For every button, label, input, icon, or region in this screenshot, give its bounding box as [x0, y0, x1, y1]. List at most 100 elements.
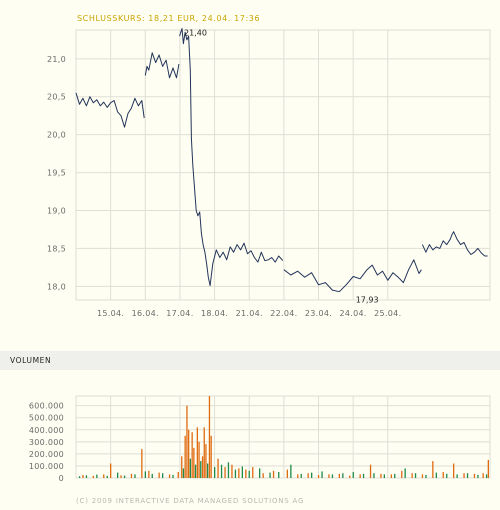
volume-bar	[321, 471, 323, 478]
volume-bar	[85, 475, 88, 478]
volume-bar	[259, 468, 261, 478]
volume-bar	[234, 469, 237, 478]
volume-bar	[286, 469, 288, 478]
volume-bar	[201, 456, 204, 478]
price-chart: 18,0 18,5 19,0 19,5 20,0 20,5 21,0 15.04. 16.04…	[47, 28, 491, 318]
volume-bar	[224, 467, 226, 478]
volume-bar	[188, 429, 190, 478]
volume-bar	[103, 474, 105, 478]
price-annotations: 21,40 17,93	[184, 28, 379, 304]
price-y-ticks: 18,0 18,5 19,0 19,5 20,0 20,5 21,0	[47, 55, 66, 292]
price-y-tick-label: 18,0	[47, 282, 66, 291]
volume-bar	[297, 474, 299, 478]
price-x-ticks: 15.04. 16.04. 17.04. 18.04. 21.04. 22.04. 23.0…	[97, 309, 401, 318]
volume-bar	[248, 470, 250, 478]
price-y-tick-label: 19,5	[47, 169, 66, 178]
volume-bar	[373, 473, 375, 478]
volume-bar	[151, 473, 153, 478]
volume-bar	[123, 475, 126, 478]
volume-bar	[162, 473, 164, 478]
price-line-segment	[75, 92, 145, 128]
price-annotation-label: 21,40	[184, 28, 207, 37]
volume-bar	[241, 466, 243, 478]
volume-bar	[134, 474, 136, 478]
volume-bar	[485, 474, 488, 478]
volume-bar	[141, 449, 143, 478]
volume-y-tick-label: 600.000	[29, 402, 64, 411]
volume-bar	[446, 473, 448, 478]
volume-bar	[231, 464, 233, 478]
volume-bar	[227, 462, 230, 478]
volume-bar	[110, 463, 112, 478]
price-y-tick-label: 18,5	[47, 244, 66, 253]
volume-bar	[338, 473, 340, 478]
volume-bar	[463, 473, 465, 478]
volume-bar	[272, 470, 275, 478]
volume-bar	[181, 456, 183, 478]
price-annotation-label: 17,93	[356, 296, 379, 305]
price-x-tick-label: 24.04.	[340, 309, 367, 318]
volume-bar	[317, 475, 320, 478]
volume-bar	[194, 464, 197, 478]
price-series	[75, 28, 488, 293]
volume-bar	[269, 472, 271, 478]
volume-bar	[130, 473, 133, 478]
volume-y-tick-label: 300.000	[29, 438, 64, 447]
volume-bar	[200, 461, 202, 478]
volume-bar	[425, 475, 427, 478]
volume-bar	[106, 475, 108, 478]
price-line-segment	[283, 259, 422, 293]
volume-bar	[184, 435, 186, 478]
volume-bar	[158, 472, 160, 478]
volume-bar	[148, 470, 150, 478]
volume-bar	[349, 475, 351, 478]
volume-bar	[210, 435, 212, 478]
volume-bar	[456, 474, 458, 478]
volume-bar	[411, 473, 413, 478]
volume-bar	[290, 464, 292, 478]
volume-y-ticks: 0 100.000 200.000 300.000 400.000 500.000 600.…	[29, 402, 64, 483]
volume-bar	[186, 405, 188, 478]
price-plot-frame	[75, 29, 491, 301]
volume-bar	[120, 475, 122, 478]
price-gridlines	[75, 29, 491, 301]
volume-bar	[117, 472, 119, 478]
price-x-tick-label: 17.04.	[166, 309, 193, 318]
copyright-notice: (C) 2009 INTERACTIVE DATA MANAGED SOLUTI…	[76, 497, 305, 505]
price-y-tick-label: 19,0	[47, 207, 66, 216]
volume-bar	[278, 472, 280, 478]
price-line-segment	[144, 52, 180, 79]
price-y-tick-label: 20,5	[47, 93, 66, 102]
volume-bar	[401, 470, 403, 478]
volume-bar	[369, 464, 372, 478]
volume-bar	[394, 473, 396, 478]
price-line-segment	[179, 28, 284, 287]
volume-y-tick-label: 400.000	[29, 426, 64, 435]
volume-bar	[262, 473, 264, 478]
volume-bar	[177, 472, 179, 478]
volume-bar	[182, 468, 185, 478]
volume-bar	[245, 469, 247, 478]
volume-bar	[144, 471, 146, 478]
volume-bar	[404, 468, 406, 478]
volume-bar	[198, 441, 200, 478]
volume-bar	[78, 476, 81, 478]
volume-bar	[196, 427, 198, 478]
volume-bar	[362, 473, 365, 478]
volume-bar	[442, 472, 444, 478]
volume-bar	[390, 474, 392, 478]
volume-bar	[453, 463, 455, 478]
volume-bar	[300, 473, 302, 478]
price-x-tick-label: 15.04.	[97, 309, 124, 318]
volume-header-band	[0, 351, 500, 370]
price-x-tick-label: 18.04.	[201, 309, 228, 318]
volume-bar	[172, 475, 174, 478]
price-x-tick-label: 21.04.	[236, 309, 263, 318]
volume-y-tick-label: 200.000	[29, 450, 64, 459]
volume-bar	[473, 473, 476, 478]
volume-bar	[193, 447, 195, 478]
volume-bar	[380, 473, 382, 478]
volume-bar	[82, 475, 84, 478]
volume-bar	[203, 427, 205, 478]
price-x-tick-label: 23.04.	[305, 309, 332, 318]
